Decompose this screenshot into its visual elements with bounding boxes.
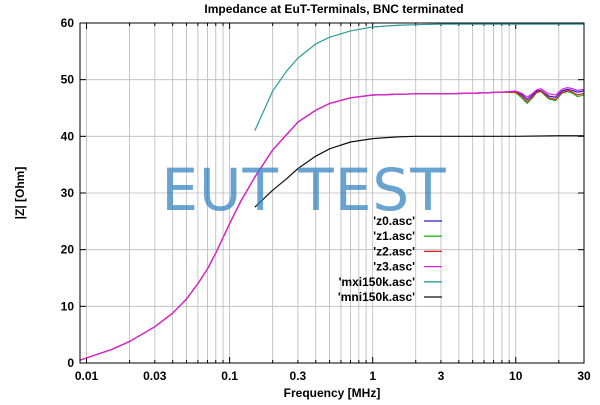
x-tick-label: 0.01: [75, 369, 99, 383]
legend-label-5: 'mni150k.asc': [338, 290, 415, 304]
legend-label-2: 'z2.asc': [373, 244, 415, 258]
series-line-5: [254, 135, 584, 208]
y-tick-label: 50: [61, 73, 75, 87]
y-tick-label: 40: [61, 129, 75, 143]
y-tick-label: 60: [61, 16, 75, 30]
x-tick-label: 0.3: [290, 369, 307, 383]
legend: 'z0.asc''z1.asc''z2.asc' 'z3.asc''mxi150k…: [338, 214, 442, 304]
y-tick-labels: 0 10 20 30 40 50 60: [61, 16, 75, 370]
x-tick-labels: 0.01 0.03 0.1 0.3 1 3 10 30: [75, 369, 591, 383]
y-axis-label: |Z| [Ohm]: [13, 167, 27, 220]
plot-border: [79, 22, 585, 364]
legend-label-0: 'z0.asc': [373, 214, 415, 228]
x-tick-label: 1: [369, 369, 376, 383]
series-line-2: [79, 89, 585, 361]
x-tick-label: 10: [509, 369, 523, 383]
x-tick-label: 0.03: [143, 369, 167, 383]
legend-label-3: 'z3.asc': [373, 260, 415, 274]
legend-label-4: 'mxi150k.asc': [339, 275, 416, 289]
series-lines: [79, 23, 585, 361]
y-tick-label: 20: [61, 243, 75, 257]
series-line-0: [79, 88, 585, 361]
series-line-1: [79, 90, 585, 361]
x-tick-label: 30: [577, 369, 591, 383]
y-tick-label: 30: [61, 186, 75, 200]
x-tick-label: 0.1: [221, 369, 238, 383]
y-tick-label: 10: [61, 299, 75, 313]
x-tick-label: 3: [438, 369, 445, 383]
chart-title: Impedance at EuT-Terminals, BNC terminat…: [204, 2, 463, 16]
x-axis-label: Frequency [MHz]: [284, 386, 381, 400]
y-tick-label: 0: [67, 356, 74, 370]
legend-label-1: 'z1.asc': [373, 229, 415, 243]
series-line-4: [254, 23, 584, 131]
grid-lines: [79, 23, 585, 363]
watermark-text: EUT TEST: [161, 156, 446, 224]
series-line-3: [79, 87, 585, 361]
